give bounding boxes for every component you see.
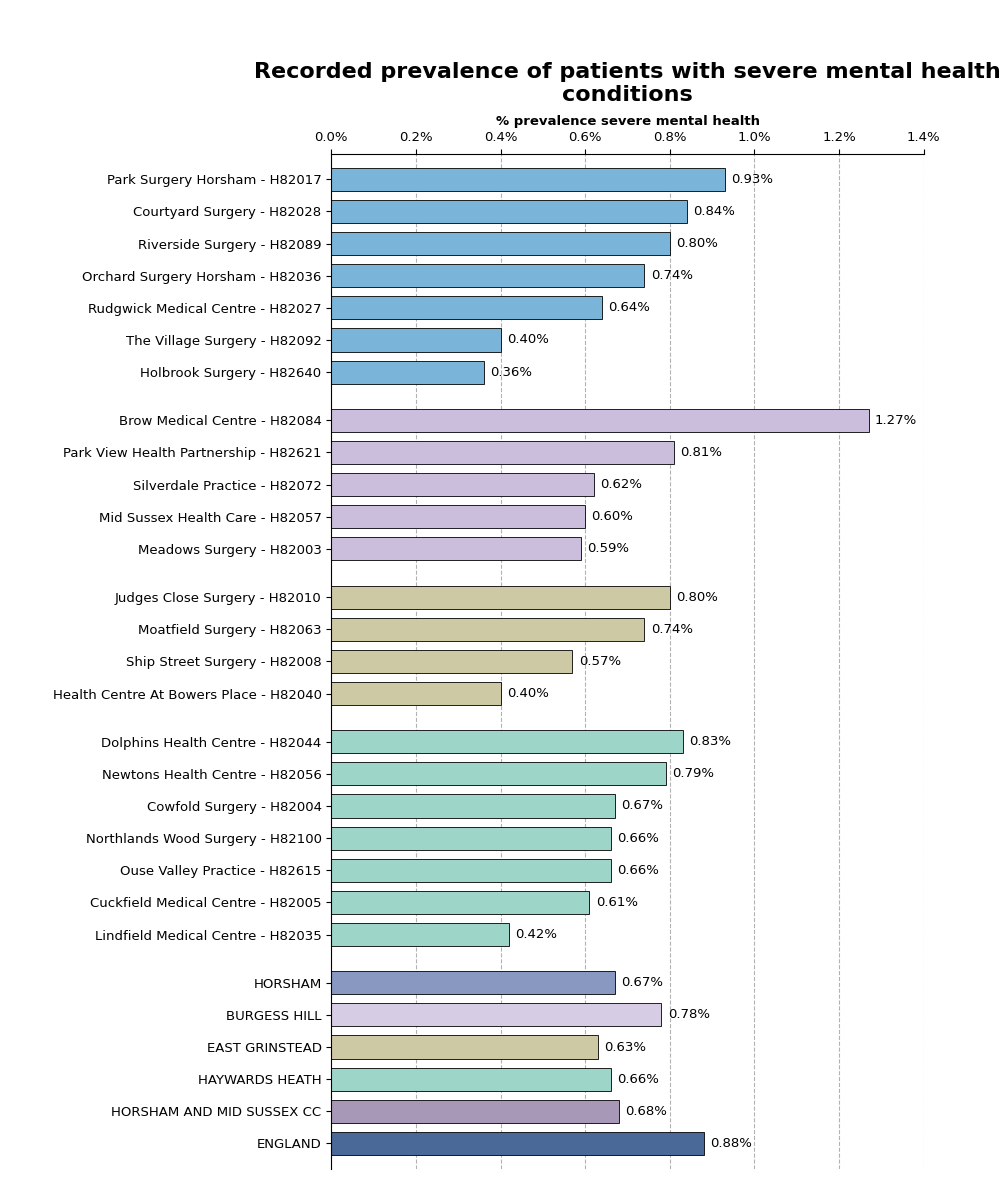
Text: 0.74%: 0.74% xyxy=(650,622,692,635)
Text: 0.36%: 0.36% xyxy=(489,366,532,379)
Text: 0.67%: 0.67% xyxy=(621,800,663,813)
Bar xyxy=(331,618,644,641)
Text: 0.83%: 0.83% xyxy=(688,736,730,749)
Text: 0.80%: 0.80% xyxy=(675,237,717,250)
Bar xyxy=(331,762,665,785)
Text: 0.40%: 0.40% xyxy=(507,687,549,700)
Text: 0.78%: 0.78% xyxy=(667,1009,709,1022)
Bar xyxy=(331,971,614,994)
Text: 0.81%: 0.81% xyxy=(680,446,722,459)
Text: 0.88%: 0.88% xyxy=(709,1137,751,1150)
Text: 0.63%: 0.63% xyxy=(604,1040,646,1053)
Bar xyxy=(331,505,585,528)
Text: 1.27%: 1.27% xyxy=(875,413,917,426)
Text: 0.61%: 0.61% xyxy=(595,896,637,909)
Bar xyxy=(331,1100,619,1123)
Bar xyxy=(331,859,610,882)
Text: 0.84%: 0.84% xyxy=(692,204,734,217)
Bar xyxy=(331,409,868,432)
Bar xyxy=(331,586,669,608)
Text: 0.79%: 0.79% xyxy=(671,768,713,781)
Text: 0.59%: 0.59% xyxy=(587,542,629,555)
Bar xyxy=(331,296,602,319)
Bar xyxy=(331,924,509,946)
Bar xyxy=(331,231,669,255)
Text: 0.62%: 0.62% xyxy=(600,478,641,491)
Text: 0.57%: 0.57% xyxy=(579,654,620,668)
Text: 0.42%: 0.42% xyxy=(515,928,557,941)
Bar xyxy=(331,1004,661,1026)
Text: 0.74%: 0.74% xyxy=(650,269,692,282)
Bar xyxy=(331,1131,703,1155)
Bar xyxy=(331,890,589,914)
Bar xyxy=(331,328,500,352)
Bar xyxy=(331,827,610,849)
Text: 0.66%: 0.66% xyxy=(616,863,658,876)
Text: 0.66%: 0.66% xyxy=(616,831,658,844)
Text: 0.60%: 0.60% xyxy=(591,510,633,523)
Text: 0.68%: 0.68% xyxy=(625,1105,667,1118)
Text: 0.80%: 0.80% xyxy=(675,590,717,603)
Bar xyxy=(331,168,724,191)
Bar xyxy=(331,441,673,464)
Bar xyxy=(331,795,614,817)
Bar xyxy=(331,1036,598,1058)
Bar xyxy=(331,474,593,496)
Bar xyxy=(331,265,644,287)
Title: Recorded prevalence of patients with severe mental health
conditions: Recorded prevalence of patients with sev… xyxy=(254,61,1000,105)
Text: 0.40%: 0.40% xyxy=(507,333,549,346)
Bar xyxy=(331,537,581,561)
Bar xyxy=(331,650,572,673)
Text: 0.66%: 0.66% xyxy=(616,1072,658,1085)
Bar xyxy=(331,681,500,705)
Bar xyxy=(331,360,483,384)
Bar xyxy=(331,200,686,223)
X-axis label: % prevalence severe mental health: % prevalence severe mental health xyxy=(495,116,758,129)
Bar xyxy=(331,730,682,753)
Text: 0.93%: 0.93% xyxy=(730,172,772,185)
Text: 0.64%: 0.64% xyxy=(608,301,650,314)
Bar xyxy=(331,1068,610,1091)
Text: 0.67%: 0.67% xyxy=(621,977,663,990)
